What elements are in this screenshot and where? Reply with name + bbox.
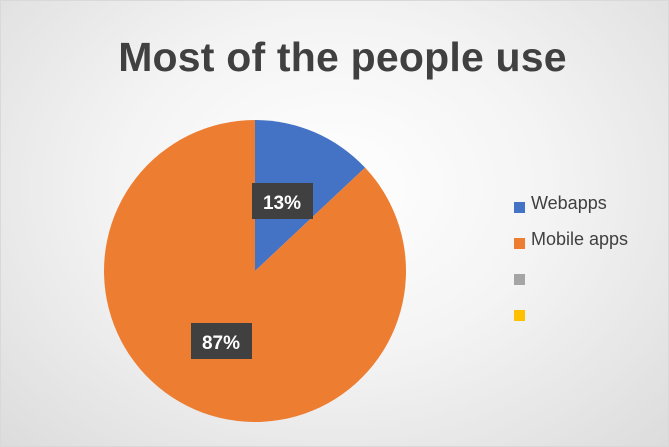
data-label-group-mobile-apps: 87% xyxy=(191,323,252,359)
data-label-group-webapps: 13% xyxy=(252,183,313,219)
legend-label-mobile-apps: Mobile apps xyxy=(531,229,629,249)
pie-slice-mobile-apps xyxy=(103,120,406,422)
legend-swatch-series-4 xyxy=(514,310,525,321)
chart-title: Most of the people use xyxy=(118,34,567,80)
pie-slices xyxy=(103,120,406,422)
legend-swatch-mobile-apps xyxy=(514,238,525,249)
legend-label-webapps: Webapps xyxy=(531,193,607,213)
data-label-webapps: 13% xyxy=(263,193,301,214)
legend-swatch-webapps xyxy=(514,202,525,213)
data-label-box-webapps xyxy=(252,183,313,219)
pie-data-labels: 13% 87% xyxy=(191,183,313,359)
data-label-mobile-apps: 87% xyxy=(202,333,240,354)
data-label-box-mobile-apps xyxy=(191,323,252,359)
legend-swatch-series-3 xyxy=(514,274,525,285)
